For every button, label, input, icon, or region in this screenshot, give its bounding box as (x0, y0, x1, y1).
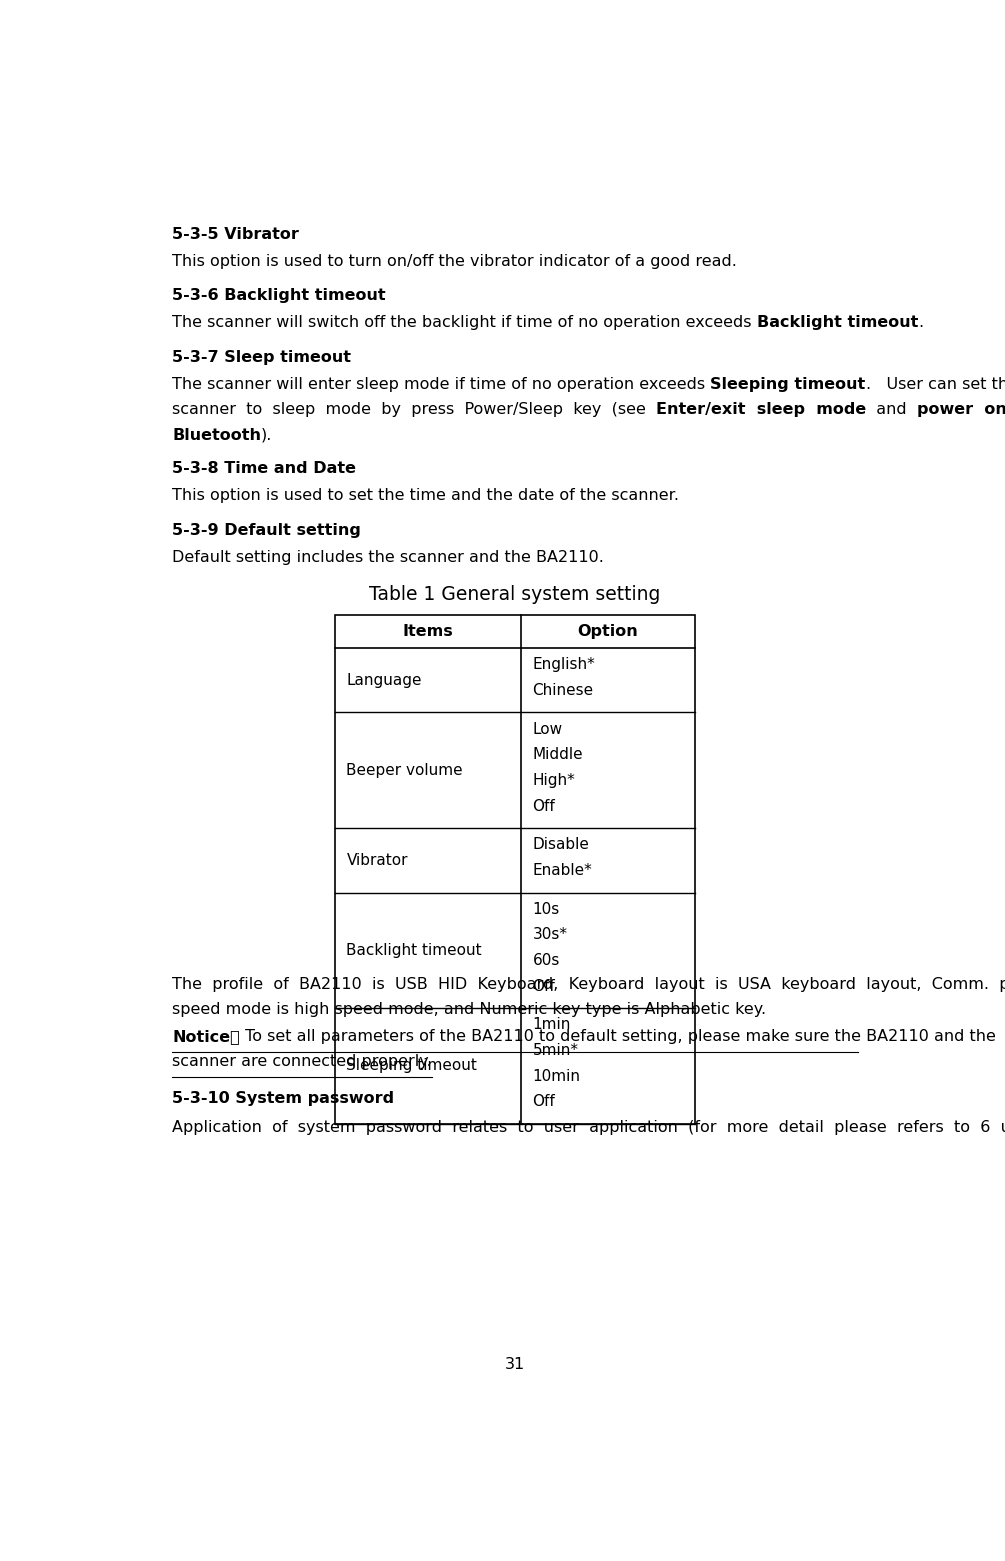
Text: Backlight timeout: Backlight timeout (757, 315, 919, 329)
Text: Chinese: Chinese (533, 684, 594, 698)
Bar (335, 615, 695, 1124)
Text: ).: ). (261, 428, 272, 443)
Text: Off: Off (533, 1094, 555, 1110)
Text: Language: Language (347, 673, 422, 687)
Text: Table 1 General system setting: Table 1 General system setting (370, 585, 660, 604)
Text: Notice：: Notice： (172, 1029, 240, 1044)
Text: 5-3-6 Backlight timeout: 5-3-6 Backlight timeout (172, 289, 386, 303)
Text: Off: Off (533, 799, 555, 813)
Text: Default setting includes the scanner and the BA2110.: Default setting includes the scanner and… (172, 549, 604, 565)
Text: Sleeping timeout: Sleeping timeout (711, 376, 865, 392)
Text: Bluetooth: Bluetooth (172, 428, 261, 443)
Text: The  profile  of  BA2110  is  USB  HID  Keyboard,  Keyboard  layout  is  USA  ke: The profile of BA2110 is USB HID Keyboar… (172, 977, 1005, 993)
Text: Enable*: Enable* (533, 863, 592, 879)
Text: Middle: Middle (533, 748, 583, 762)
Text: 5-3-8 Time and Date: 5-3-8 Time and Date (172, 462, 356, 476)
Text: 1min: 1min (533, 1018, 571, 1032)
Text: 10s: 10s (533, 902, 560, 916)
Text: Vibrator: Vibrator (347, 852, 408, 868)
Text: 60s: 60s (533, 954, 560, 968)
Text: Application  of  system  password  relates  to  user  application  (for  more  d: Application of system password relates t… (172, 1119, 1005, 1135)
Text: Backlight timeout: Backlight timeout (347, 943, 482, 958)
Text: Sleeping timeout: Sleeping timeout (347, 1058, 477, 1074)
Text: Items: Items (402, 624, 453, 638)
Text: scanner are connected properly.: scanner are connected properly. (172, 1054, 432, 1069)
Text: 5min*: 5min* (533, 1043, 579, 1058)
Text: .: . (919, 315, 924, 329)
Text: 5-3-10 System password: 5-3-10 System password (172, 1091, 394, 1105)
Text: To set all parameters of the BA2110 to default setting, please make sure the BA2: To set all parameters of the BA2110 to d… (240, 1029, 996, 1044)
Text: The scanner will switch off the backlight if time of no operation exceeds: The scanner will switch off the backligh… (172, 315, 757, 329)
Text: This option is used to turn on/off the vibrator indicator of a good read.: This option is used to turn on/off the v… (172, 253, 737, 268)
Text: Off: Off (533, 979, 555, 994)
Text: power  on/off: power on/off (918, 403, 1005, 417)
Text: Option: Option (578, 624, 638, 638)
Text: scanner  to  sleep  mode  by  press  Power/Sleep  key  (see: scanner to sleep mode by press Power/Sle… (172, 403, 656, 417)
Text: 5-3-9 Default setting: 5-3-9 Default setting (172, 523, 361, 539)
Text: and: and (866, 403, 918, 417)
Text: The scanner will enter sleep mode if time of no operation exceeds: The scanner will enter sleep mode if tim… (172, 376, 711, 392)
Text: .   User can set the: . User can set the (865, 376, 1005, 392)
Text: 5-3-5 Vibrator: 5-3-5 Vibrator (172, 226, 299, 242)
Text: Low: Low (533, 721, 563, 737)
Text: speed mode is high speed mode, and Numeric key type is Alphabetic key.: speed mode is high speed mode, and Numer… (172, 1002, 766, 1016)
Text: This option is used to set the time and the date of the scanner.: This option is used to set the time and … (172, 489, 679, 503)
Text: Beeper volume: Beeper volume (347, 763, 463, 777)
Text: 5-3-7 Sleep timeout: 5-3-7 Sleep timeout (172, 350, 351, 365)
Text: 31: 31 (505, 1358, 526, 1372)
Text: High*: High* (533, 773, 575, 788)
Text: Enter/exit  sleep  mode: Enter/exit sleep mode (656, 403, 866, 417)
Text: 10min: 10min (533, 1069, 581, 1083)
Text: 30s*: 30s* (533, 927, 568, 943)
Text: Disable: Disable (533, 837, 589, 852)
Text: English*: English* (533, 657, 595, 673)
